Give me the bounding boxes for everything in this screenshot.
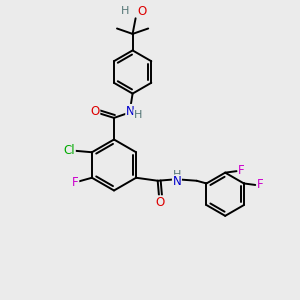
Text: F: F: [257, 178, 264, 191]
Text: N: N: [126, 104, 135, 118]
Text: F: F: [72, 176, 79, 189]
Text: O: O: [138, 5, 147, 18]
Text: O: O: [91, 105, 100, 119]
Text: N: N: [172, 175, 181, 188]
Text: F: F: [238, 164, 245, 177]
Text: H: H: [173, 170, 181, 180]
Text: H: H: [134, 110, 142, 120]
Text: O: O: [155, 196, 164, 209]
Text: H: H: [121, 5, 130, 16]
Text: Cl: Cl: [64, 144, 75, 157]
